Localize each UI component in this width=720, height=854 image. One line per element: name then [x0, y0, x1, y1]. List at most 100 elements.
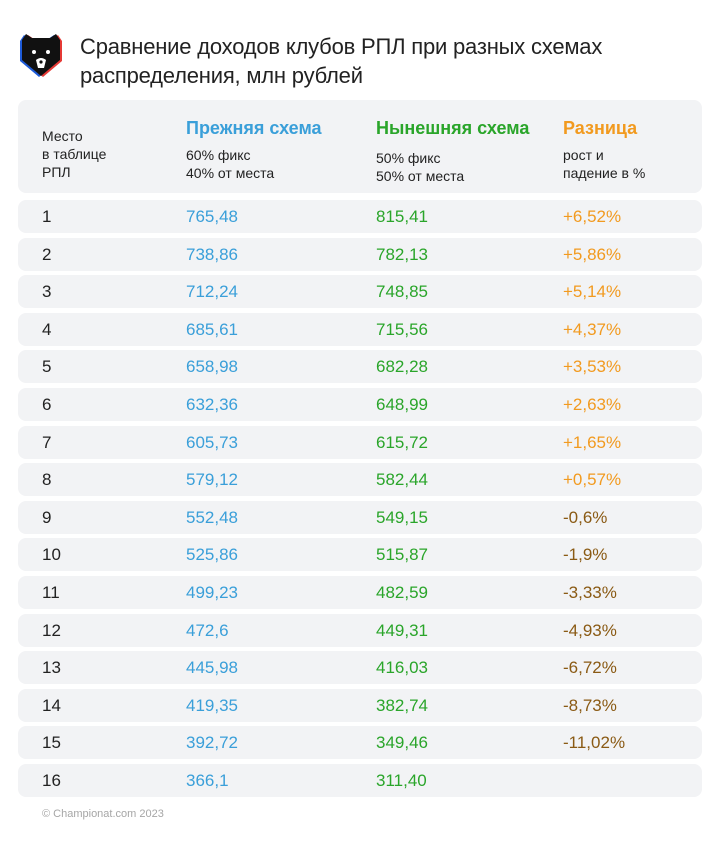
difference-cell: -0,6% — [563, 507, 608, 527]
difference-cell: +3,53% — [563, 357, 622, 377]
difference-cell: +6,52% — [563, 207, 622, 226]
current-cell: 782,13 — [376, 244, 428, 264]
current-cell: 582,44 — [376, 470, 428, 490]
current-cell: 815,41 — [376, 207, 428, 226]
place-cell: 2 — [42, 244, 52, 264]
sub-line: 40% от места — [186, 165, 275, 181]
previous-cell: 632,36 — [186, 394, 238, 414]
current-cell: 748,85 — [376, 282, 428, 302]
previous-cell: 392,72 — [186, 733, 238, 753]
difference-cell: +5,86% — [563, 244, 622, 264]
difference-cell: +5,14% — [563, 282, 622, 302]
previous-cell: 685,61 — [186, 319, 238, 339]
previous-cell: 419,35 — [186, 695, 238, 715]
table-row: 7 605,73 615,72 +1,65% — [18, 425, 702, 459]
previous-cell: 552,48 — [186, 507, 238, 527]
difference-cell: -8,73% — [563, 695, 617, 715]
current-cell: 549,15 — [376, 507, 428, 527]
place-cell: 4 — [42, 319, 52, 339]
table-row: 16 366,1 311,40 — [18, 763, 702, 797]
current-cell: 615,72 — [376, 432, 428, 452]
sub-line: падение в % — [563, 165, 646, 181]
place-cell: 15 — [42, 733, 61, 753]
difference-cell: -4,93% — [563, 620, 617, 640]
previous-cell: 738,86 — [186, 244, 238, 264]
difference-cell: +1,65% — [563, 432, 622, 452]
header-difference-sub: рост и падение в % — [563, 146, 645, 182]
difference-cell: -1,9% — [563, 545, 608, 565]
table-row: 5 658,98 682,28 +3,53% — [18, 350, 702, 384]
header-place: Место в таблице РПЛ — [42, 127, 106, 181]
current-cell: 715,56 — [376, 319, 428, 339]
current-cell: 648,99 — [376, 394, 428, 414]
current-cell: 311,40 — [376, 770, 427, 790]
table-row: 9 552,48 549,15 -0,6% — [18, 500, 702, 534]
table-row: 4 685,61 715,56 +4,37% — [18, 312, 702, 346]
current-cell: 416,03 — [376, 658, 428, 678]
current-cell: 515,87 — [376, 545, 428, 565]
previous-cell: 712,24 — [186, 282, 238, 302]
place-cell: 8 — [42, 470, 52, 490]
table-row: 1 765,48 815,41 +6,52% — [18, 200, 702, 233]
sub-line: 60% фикс — [186, 147, 251, 163]
header-current-sub: 50% фикс 50% от места — [376, 149, 464, 185]
page-title: Сравнение доходов клубов РПЛ при разных … — [80, 34, 603, 88]
table-row: 10 525,86 515,87 -1,9% — [18, 538, 702, 572]
header-current-title: Нынешняя схема — [376, 118, 530, 138]
place-cell: 3 — [42, 282, 52, 302]
header-place-line: в таблице — [42, 146, 107, 162]
difference-cell: +2,63% — [563, 394, 622, 414]
place-cell: 13 — [42, 658, 61, 678]
difference-cell: -3,33% — [563, 582, 617, 602]
table-row: 11 499,23 482,59 -3,33% — [18, 575, 702, 609]
difference-cell: +0,57% — [563, 470, 622, 490]
place-cell: 16 — [42, 770, 61, 790]
previous-cell: 579,12 — [186, 470, 238, 490]
table-row: 15 392,72 349,46 -11,02% — [18, 726, 702, 760]
table-row: 2 738,86 782,13 +5,86% — [18, 237, 702, 271]
place-cell: 10 — [42, 545, 61, 565]
current-cell: 449,31 — [376, 620, 428, 640]
table-row: 6 632,36 648,99 +2,63% — [18, 387, 702, 421]
sub-line: 50% фикс — [376, 150, 441, 166]
previous-cell: 605,73 — [186, 432, 238, 452]
sub-line: 50% от места — [376, 168, 465, 184]
rpl-bear-logo-icon — [20, 34, 62, 77]
header-previous-title: Прежняя схема — [186, 118, 322, 138]
difference-cell: -11,02% — [563, 733, 626, 753]
place-cell: 6 — [42, 394, 52, 414]
place-cell: 14 — [42, 695, 61, 715]
table-row: 13 445,98 416,03 -6,72% — [18, 651, 702, 685]
place-cell: 9 — [42, 507, 52, 527]
table-header: Место в таблице РПЛ Прежняя схема 60% фи… — [18, 100, 702, 193]
place-cell: 5 — [42, 357, 52, 377]
previous-cell: 366,1 — [186, 770, 229, 790]
place-cell: 7 — [42, 432, 52, 452]
current-cell: 682,28 — [376, 357, 428, 377]
previous-cell: 525,86 — [186, 545, 238, 565]
table-row: 12 472,6 449,31 -4,93% — [18, 613, 702, 647]
place-cell: 12 — [42, 620, 61, 640]
current-cell: 349,46 — [376, 733, 428, 753]
header-place-line: Место — [42, 128, 83, 144]
previous-cell: 445,98 — [186, 658, 238, 678]
table-body: 1 765,48 815,41 +6,52% 2 738,86 782,13 +5,86% 3 7… — [18, 200, 702, 802]
previous-cell: 472,6 — [186, 620, 229, 640]
header-previous-sub: 60% фикс 40% от места — [186, 146, 274, 182]
table-row: 3 712,24 748,85 +5,14% — [18, 275, 702, 309]
table-row: 14 419,35 382,74 -8,73% — [18, 688, 702, 722]
copyright: © Championat.com 2023 — [42, 808, 164, 820]
table-row: 8 579,12 582,44 +0,57% — [18, 463, 702, 497]
place-cell: 11 — [42, 582, 60, 602]
place-cell: 1 — [42, 207, 52, 226]
previous-cell: 765,48 — [186, 207, 238, 226]
current-cell: 382,74 — [376, 695, 428, 715]
previous-cell: 658,98 — [186, 357, 238, 377]
header-place-line: РПЛ — [42, 164, 71, 180]
sub-line: рост и — [563, 147, 604, 163]
header-difference-title: Разница — [563, 118, 638, 138]
difference-cell: +4,37% — [563, 319, 622, 339]
difference-cell: -6,72% — [563, 658, 617, 678]
previous-cell: 499,23 — [186, 582, 238, 602]
